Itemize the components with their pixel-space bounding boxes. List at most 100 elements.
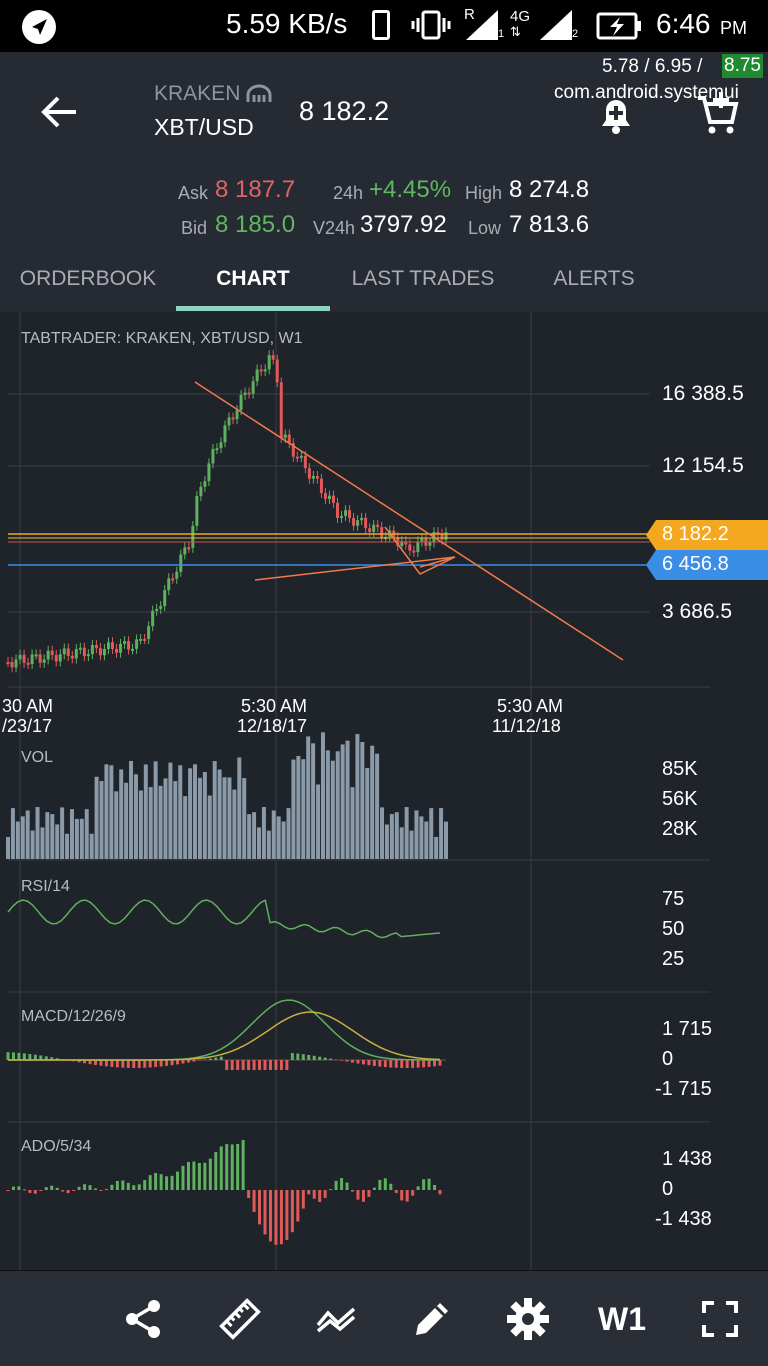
- volume-bar: [168, 763, 172, 859]
- share-icon[interactable]: [114, 1291, 174, 1347]
- price-candle: [264, 369, 267, 371]
- vol-panel-label: VOL: [21, 749, 53, 767]
- ado-bar: [209, 1159, 212, 1190]
- price-candle: [91, 645, 94, 654]
- clock-ampm: PM: [720, 18, 747, 39]
- chart-canvas[interactable]: [0, 312, 768, 1270]
- volume-bar: [326, 750, 330, 859]
- volume-bar: [365, 768, 369, 859]
- macd-histogram-bar: [17, 1053, 20, 1060]
- ado-bar: [258, 1190, 261, 1224]
- macd-histogram-bar: [127, 1060, 130, 1068]
- tab-last-trades[interactable]: LAST TRADES: [330, 250, 516, 312]
- price-candle: [27, 663, 30, 665]
- volume-bar: [134, 774, 138, 859]
- macd-histogram-bar: [422, 1060, 425, 1067]
- phone-icon: [372, 10, 390, 40]
- ado-bar: [83, 1184, 86, 1190]
- time-axis-label: 5:30 AM: [241, 696, 307, 717]
- ado-bar: [318, 1190, 321, 1202]
- ado-bar: [274, 1190, 277, 1245]
- price-candle: [187, 547, 190, 549]
- tab-orderbook[interactable]: ORDERBOOK: [0, 250, 176, 312]
- bottom-toolbar: W1: [0, 1270, 768, 1366]
- volume-bar: [6, 837, 10, 859]
- ado-axis-label: -1 438: [655, 1208, 712, 1231]
- price-candle: [135, 639, 138, 648]
- price-candle: [372, 525, 375, 532]
- macd-histogram-bar: [99, 1060, 102, 1066]
- price-candle: [304, 456, 307, 468]
- ado-bar: [384, 1178, 387, 1190]
- macd-histogram-bar: [176, 1060, 179, 1064]
- price-candle: [131, 649, 134, 651]
- volume-bar: [208, 796, 212, 859]
- ado-bar: [378, 1180, 381, 1190]
- macd-axis-label: 0: [662, 1048, 673, 1071]
- ado-bar: [220, 1146, 223, 1190]
- price-candle: [276, 360, 279, 383]
- vol-axis-label: 85K: [662, 758, 698, 781]
- macd-histogram-bar: [28, 1054, 31, 1060]
- price-candle: [179, 554, 182, 571]
- chart-area[interactable]: TABTRADER: KRAKEN, XBT/USD, W1 16 388.5 …: [0, 312, 768, 1270]
- ado-bar: [406, 1190, 409, 1202]
- volume-bar: [85, 809, 89, 859]
- price-candle: [248, 393, 251, 395]
- v24-label: V24h: [313, 218, 355, 239]
- active-tab-indicator: [176, 306, 330, 311]
- tab-chart[interactable]: CHART: [176, 250, 330, 312]
- ado-bar: [181, 1166, 184, 1190]
- volume-bar: [124, 783, 128, 859]
- fullscreen-icon[interactable]: [690, 1291, 750, 1347]
- price-candle: [23, 655, 26, 663]
- volume-bar: [375, 754, 379, 859]
- macd-axis-label: 1 715: [662, 1018, 712, 1041]
- indicators-icon[interactable]: [306, 1291, 366, 1347]
- ado-bar: [439, 1190, 442, 1194]
- macd-histogram-bar: [143, 1060, 146, 1068]
- macd-histogram-bar: [160, 1060, 163, 1067]
- back-arrow-icon[interactable]: [36, 88, 84, 136]
- volume-bar: [321, 732, 325, 859]
- vol-axis-label: 56K: [662, 788, 698, 811]
- price-candle: [35, 654, 38, 656]
- ruler-icon[interactable]: [210, 1291, 270, 1347]
- ado-bar: [389, 1184, 392, 1190]
- price-candle: [244, 393, 247, 395]
- ado-bar: [143, 1180, 146, 1190]
- tab-alerts[interactable]: ALERTS: [516, 250, 672, 312]
- volume-bar: [390, 814, 394, 859]
- volume-bar: [350, 787, 354, 859]
- volume-bar: [36, 807, 40, 859]
- volume-bar: [282, 821, 286, 859]
- rsi-line: [8, 900, 440, 938]
- macd-histogram-bar: [313, 1056, 316, 1060]
- pair-name: XBT/USD: [154, 114, 254, 141]
- macd-histogram-bar: [296, 1054, 299, 1060]
- settings-icon[interactable]: [498, 1291, 558, 1347]
- price-candle: [31, 654, 34, 664]
- price-candle: [344, 510, 347, 516]
- volume-bar: [16, 822, 20, 859]
- macd-histogram-bar: [384, 1060, 387, 1067]
- price-candle: [352, 518, 355, 526]
- price-candle: [51, 651, 54, 655]
- price-candle: [127, 641, 130, 649]
- volume-bar: [139, 791, 143, 859]
- macd-histogram-bar: [280, 1060, 283, 1070]
- macd-histogram-bar: [324, 1058, 327, 1060]
- price-axis-label: 16 388.5: [662, 382, 744, 406]
- volume-bar: [316, 784, 320, 859]
- volume-bar: [242, 778, 246, 859]
- macd-histogram-bar: [231, 1060, 234, 1070]
- bid-value: 8 185.0: [215, 211, 295, 239]
- timeframe-button[interactable]: W1: [590, 1291, 654, 1347]
- volume-bar: [21, 816, 25, 859]
- tab-bar: ORDERBOOK CHART LAST TRADES ALERTS: [0, 250, 768, 312]
- price-candle: [416, 541, 419, 552]
- price-candle: [340, 516, 343, 518]
- volume-bar: [414, 810, 418, 859]
- change-label: 24h: [333, 183, 363, 204]
- pencil-icon[interactable]: [402, 1291, 462, 1347]
